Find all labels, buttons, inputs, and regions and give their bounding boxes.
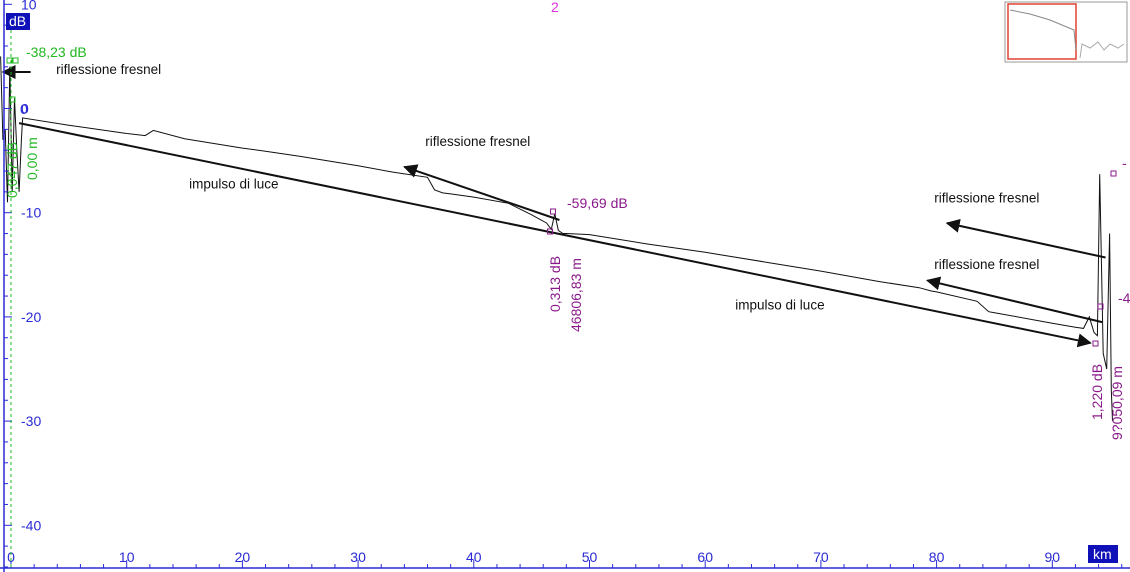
x-tick-label: 90: [1045, 549, 1061, 565]
y-tick-label: 10: [21, 0, 37, 12]
x-tick-label: 60: [697, 549, 713, 565]
event-distance-label: 46806,83 m: [568, 258, 584, 332]
x-unit-label: km: [1093, 546, 1112, 562]
event-reflectance-label: -38,23 dB: [26, 44, 87, 60]
event-loss-label: 1,220 dB: [1089, 364, 1105, 420]
y-unit-badge: [6, 13, 30, 30]
annotation-arrow: [925, 276, 1103, 324]
event-distance-label: 9?050,09 m: [1109, 366, 1125, 440]
trace-layer: [0, 56, 1113, 422]
event-marker: [549, 208, 556, 215]
event-marker: [1110, 170, 1117, 177]
x-tick-label: 20: [235, 549, 251, 565]
y-tick-label: -30: [21, 413, 41, 429]
event-marker: [546, 228, 553, 235]
y-tick-label: -10: [21, 205, 41, 221]
event-marker: [6, 57, 13, 64]
x-unit-badge: [1088, 545, 1118, 563]
x-tick-label: 70: [813, 549, 829, 565]
x-tick-label: 80: [929, 549, 945, 565]
inset-trace: [1009, 9, 1077, 51]
event-marker: [12, 57, 19, 64]
inset-frame: [1004, 1, 1128, 63]
y-tick-label: -40: [21, 517, 41, 533]
y-tick-label: -20: [21, 309, 41, 325]
cursor-marker-label: 2: [551, 0, 559, 15]
annotation-label: riflessione fresnel: [934, 190, 1039, 205]
x-tick-label: 40: [466, 549, 482, 565]
event-distance-label: 0,00 m: [24, 137, 40, 180]
annotation-label: impulso di luce: [735, 298, 824, 313]
inset-zoom-window: [1007, 3, 1077, 60]
otdr-trace-line: [0, 56, 1113, 422]
annotation-label: riflessione fresnel: [425, 134, 530, 149]
event-marker: [9, 96, 16, 103]
event-reflectance-label: -59,69 dB: [567, 195, 628, 211]
annotation-arrow: [945, 218, 1106, 259]
x-tick-label: 0: [7, 549, 15, 565]
inset-trace-tail: [1079, 41, 1125, 59]
annotation-arrow: [18, 122, 1092, 348]
events-layer: -38,23 dB 0,047 dB 0,00 m 0 -59,69 dB 0,313 d…: [4, 0, 1130, 440]
x-tick-label: 50: [582, 549, 598, 565]
event-loss-label: 0,313 dB: [547, 256, 563, 312]
event-edge-label: -44: [1118, 290, 1130, 306]
event-marker: [1097, 303, 1104, 310]
x-tick-label: 10: [119, 549, 135, 565]
annotation-label: impulso di luce: [189, 177, 278, 192]
event-marker: [1092, 340, 1099, 347]
event-edge-label: -: [1122, 155, 1127, 171]
event-zero-label: 0: [20, 101, 28, 117]
annotations-layer: riflessione fresnel riflessione fresnel im…: [1, 62, 1106, 348]
annotation-label: riflessione fresnel: [934, 257, 1039, 272]
event-loss-label: 0,047 dB: [4, 142, 20, 198]
y-tick-label: 0: [21, 101, 29, 117]
annotation-label: riflessione fresnel: [56, 62, 161, 77]
overview-inset[interactable]: [1004, 1, 1128, 63]
annotation-arrow: [403, 164, 560, 221]
x-tick-label: 30: [350, 549, 366, 565]
y-unit-label: dB: [9, 13, 26, 29]
